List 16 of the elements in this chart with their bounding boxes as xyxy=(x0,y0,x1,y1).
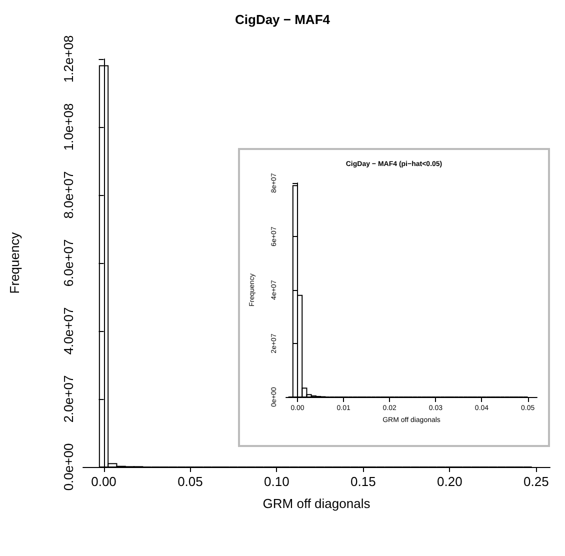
x-tick-label: 0.15 xyxy=(350,474,376,489)
y-tick-label: 6.0e+07 xyxy=(61,239,76,287)
y-tick-label: 2.0e+07 xyxy=(61,375,76,423)
x-tick-label: 0.05 xyxy=(178,474,203,489)
x-tick-label: 0.25 xyxy=(524,474,549,489)
y-tick-label: 8.0e+07 xyxy=(61,171,76,219)
x-tick-label: 0.20 xyxy=(437,474,462,489)
x-tick-label: 0.10 xyxy=(264,474,290,489)
x-tick-label: 0.00 xyxy=(91,474,116,489)
y-tick-label: 4.0e+07 xyxy=(61,307,76,355)
y-tick-label: 0.0e+00 xyxy=(61,443,76,491)
y-axis-title: Frequency xyxy=(7,232,22,294)
y-tick-label: 1.2e+08 xyxy=(61,35,76,83)
y-tick-label: 1.0e+08 xyxy=(61,103,76,151)
chart-title: CigDay − MAF4 xyxy=(235,12,331,27)
x-axis-title: GRM off diagonals xyxy=(262,496,371,511)
